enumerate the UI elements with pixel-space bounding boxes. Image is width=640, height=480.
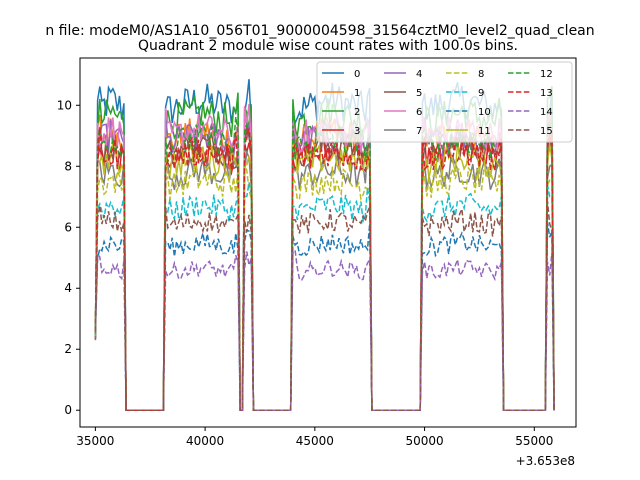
legend-label-14: 14 [540, 107, 553, 118]
x-tick-label: 55000 [515, 434, 553, 448]
x-tick-label: 40000 [186, 434, 224, 448]
legend-label-9: 9 [478, 88, 484, 99]
legend-label-5: 5 [416, 88, 422, 99]
series-line-13 [94, 126, 555, 411]
series-line-14 [94, 248, 555, 411]
series-line-15 [94, 201, 555, 411]
legend-box [316, 61, 573, 143]
legend-label-1: 1 [354, 88, 360, 99]
legend-label-2: 2 [354, 107, 360, 118]
chart-title: Quadrant 2 module wise count rates with … [138, 38, 518, 54]
figure-suptitle: n file: modeM0/AS1A10_056T01_9000004598_… [45, 23, 594, 39]
legend-label-6: 6 [416, 107, 422, 118]
y-tick-label: 6 [64, 220, 72, 234]
legend-label-4: 4 [416, 69, 422, 80]
legend-label-15: 15 [540, 126, 553, 137]
x-tick-label: 35000 [76, 434, 114, 448]
y-axis: 0 2 4 6 8 10 [57, 98, 80, 417]
x-tick-label: 45000 [296, 434, 334, 448]
y-tick-label: 10 [57, 98, 72, 112]
x-axis: 35000 40000 45000 50000 55000 [76, 427, 553, 448]
y-tick-label: 8 [64, 159, 72, 173]
legend-label-12: 12 [540, 69, 553, 80]
legend-label-8: 8 [478, 69, 484, 80]
series-line-8 [94, 164, 555, 411]
x-tick-label: 50000 [405, 434, 443, 448]
series-line-9 [94, 182, 555, 411]
legend-label-11: 11 [478, 126, 491, 137]
series-line-10 [94, 222, 555, 411]
plot-area-frame [79, 57, 577, 428]
legend-label-0: 0 [354, 69, 360, 80]
legend-label-3: 3 [354, 126, 360, 137]
legend-label-13: 13 [540, 88, 553, 99]
legend-label-7: 7 [416, 126, 422, 137]
y-tick-label: 0 [64, 403, 72, 417]
y-tick-label: 4 [64, 281, 72, 295]
x-offset-label: +3.653e8 [516, 454, 575, 468]
legend-label-10: 10 [478, 107, 491, 118]
y-tick-label: 2 [64, 342, 72, 356]
